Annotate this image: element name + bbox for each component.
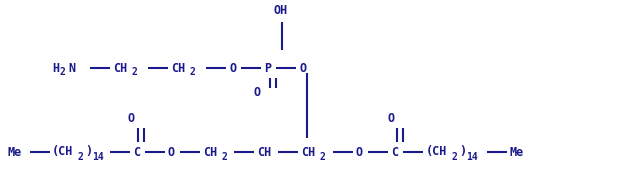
Text: CH: CH xyxy=(257,145,271,158)
Text: 2: 2 xyxy=(452,152,458,162)
Text: 2: 2 xyxy=(60,67,66,77)
Text: (CH: (CH xyxy=(52,145,73,158)
Text: ): ) xyxy=(85,145,92,158)
Text: 2: 2 xyxy=(221,152,227,162)
Text: 2: 2 xyxy=(78,152,84,162)
Text: O: O xyxy=(387,112,394,124)
Text: C: C xyxy=(391,145,398,158)
Text: CH: CH xyxy=(203,145,217,158)
Text: O: O xyxy=(299,61,306,75)
Text: OH: OH xyxy=(273,4,288,16)
Text: (CH: (CH xyxy=(426,145,447,158)
Text: O: O xyxy=(356,145,363,158)
Text: N: N xyxy=(68,61,75,75)
Text: CH: CH xyxy=(301,145,315,158)
Text: P: P xyxy=(264,61,271,75)
Text: 14: 14 xyxy=(92,152,104,162)
Text: O: O xyxy=(128,112,135,124)
Text: O: O xyxy=(229,61,236,75)
Text: 2: 2 xyxy=(131,67,137,77)
Text: O: O xyxy=(254,85,261,98)
Text: Me: Me xyxy=(510,145,524,158)
Text: H: H xyxy=(52,61,59,75)
Text: 2: 2 xyxy=(319,152,325,162)
Text: O: O xyxy=(168,145,175,158)
Text: C: C xyxy=(133,145,140,158)
Text: CH: CH xyxy=(171,61,185,75)
Text: 14: 14 xyxy=(466,152,478,162)
Text: CH: CH xyxy=(113,61,127,75)
Text: Me: Me xyxy=(8,145,22,158)
Text: 2: 2 xyxy=(189,67,195,77)
Text: ): ) xyxy=(459,145,466,158)
